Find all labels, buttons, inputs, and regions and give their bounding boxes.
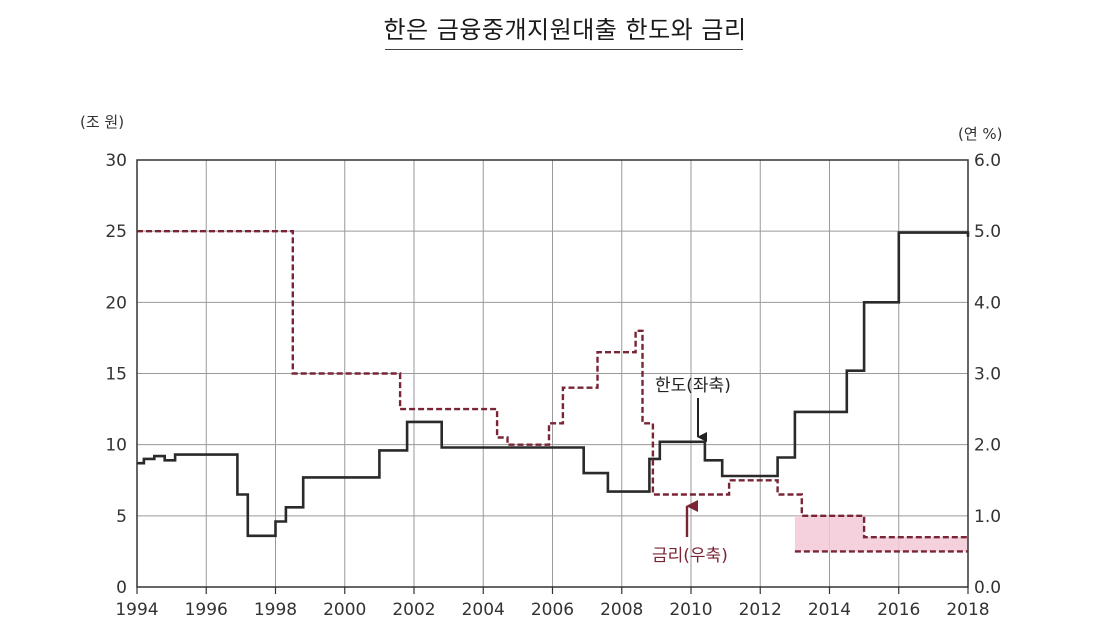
y-left-tick-label: 20 [105, 293, 127, 313]
x-tick-label: 2018 [946, 600, 989, 620]
x-tick-label: 1996 [185, 600, 228, 620]
x-tick-label: 2002 [392, 600, 435, 620]
y-right-tick-label: 6.0 [974, 151, 1001, 171]
plot-frame [136, 159, 969, 594]
annotation-limit-label: 한도(좌축) [655, 376, 731, 396]
title-underline [385, 49, 743, 50]
rate-range-band [794, 515, 968, 552]
annotation-rate-label: 금리(우축) [652, 546, 728, 566]
series-limit-line [137, 231, 970, 538]
y-left-tick-label: 30 [105, 151, 127, 171]
y-right-tick-label: 4.0 [974, 293, 1001, 313]
x-tick-label: 1998 [254, 600, 297, 620]
x-tick-label: 2004 [462, 600, 505, 620]
y-left-tick-label: 5 [116, 507, 127, 527]
y-right-tick-label: 1.0 [974, 507, 1001, 527]
chart-title: 한은 금융중개지원대출 한도와 금리 [383, 16, 747, 44]
x-tick-label: 2016 [877, 600, 920, 620]
x-tick-label: 2000 [323, 600, 366, 620]
x-tick-label: 2008 [600, 600, 643, 620]
x-tick-label: 2014 [808, 600, 851, 620]
rate-range-shading [794, 515, 968, 552]
x-tick-label: 2010 [669, 600, 712, 620]
y-right-tick-label: 0.0 [974, 578, 1001, 598]
y-right-tick-label: 2.0 [974, 436, 1001, 456]
x-tick-label: 1994 [115, 600, 158, 620]
y-left-tick-label: 15 [105, 365, 127, 385]
x-tick-label: 2012 [739, 600, 782, 620]
series-rate-line [137, 229, 968, 539]
y-left-tick-label: 0 [116, 578, 127, 598]
y-left-tick-label: 10 [105, 436, 127, 456]
right-axis-unit: (연 %) [958, 125, 1003, 143]
tick-labels: 1994 1996 1998 2000 2002 2004 2006 2008 2010 2012… [105, 151, 1001, 620]
y-right-tick-label: 5.0 [974, 222, 1001, 242]
series-group [137, 229, 970, 553]
x-tick-label: 2006 [531, 600, 574, 620]
y-right-tick-label: 3.0 [974, 365, 1001, 385]
left-axis-unit: (조 원) [80, 113, 124, 131]
y-left-tick-label: 25 [105, 222, 127, 242]
